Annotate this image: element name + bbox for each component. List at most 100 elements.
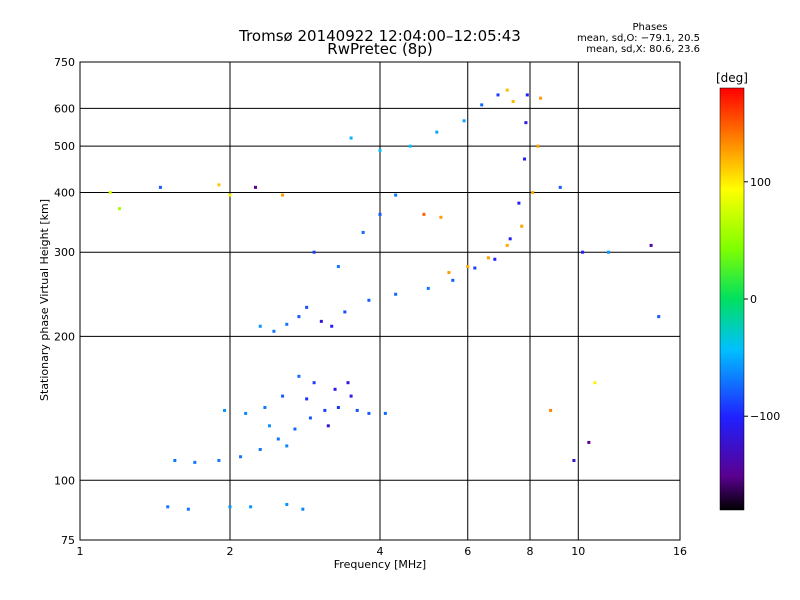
data-point	[301, 507, 305, 511]
y-tick-label: 500	[54, 140, 75, 153]
y-tick-label: 200	[54, 330, 75, 343]
data-point	[408, 144, 412, 148]
data-point	[305, 305, 309, 309]
data-point	[285, 502, 289, 506]
data-point	[223, 408, 227, 412]
data-point	[193, 460, 197, 464]
data-point	[319, 319, 323, 323]
data-point	[531, 190, 535, 194]
data-point	[267, 424, 271, 428]
data-point	[473, 266, 477, 270]
data-point	[462, 119, 466, 123]
data-point	[108, 190, 112, 194]
data-point	[361, 230, 365, 234]
data-point	[505, 243, 509, 247]
data-point	[607, 250, 611, 254]
y-axis-label: Stationary phase Virtual Height [km]	[38, 199, 51, 401]
data-point	[447, 271, 451, 275]
data-point	[253, 185, 257, 189]
data-point	[312, 381, 316, 385]
data-point	[505, 88, 509, 92]
data-point	[297, 374, 301, 378]
data-point	[166, 505, 170, 509]
data-point	[520, 224, 524, 228]
x-tick-label: 4	[377, 545, 384, 558]
data-point	[439, 215, 443, 219]
y-axis-ticks: 75 100 200 300 400 500 600 750	[54, 56, 75, 547]
data-point	[326, 424, 330, 428]
data-point	[249, 505, 253, 509]
data-point	[657, 315, 661, 319]
data-point	[349, 136, 353, 140]
data-point	[258, 447, 262, 451]
colorbar-label: [deg]	[716, 71, 748, 85]
data-point	[263, 405, 267, 409]
grid-lines	[80, 62, 680, 540]
data-point	[493, 257, 497, 261]
data-point	[367, 298, 371, 302]
x-tick-label: 8	[527, 545, 534, 558]
data-point	[593, 381, 597, 385]
x-tick-label: 6	[464, 545, 471, 558]
data-point	[523, 157, 527, 161]
data-point	[587, 440, 591, 444]
x-axis-ticks: 1 2 4 6 8 10 16	[77, 545, 688, 558]
data-point	[480, 103, 484, 107]
data-point	[394, 193, 398, 197]
colorbar-tick-label: −100	[750, 410, 780, 423]
plot-frame	[79, 61, 681, 541]
x-tick-label: 10	[571, 545, 585, 558]
data-point	[378, 212, 382, 216]
data-point	[496, 93, 500, 97]
data-point	[539, 96, 543, 100]
data-point	[511, 100, 515, 104]
data-point	[355, 408, 359, 412]
colorbar-tick-label: 0	[750, 293, 757, 306]
data-point	[524, 121, 528, 125]
data-points	[108, 88, 661, 511]
data-point	[426, 286, 430, 290]
data-point	[466, 265, 470, 269]
data-point	[217, 183, 221, 187]
phase-stats: Phases mean, sd,O: −79.1, 20.5 mean, sd,…	[560, 22, 700, 55]
phase-stats-o: mean, sd,O: −79.1, 20.5	[577, 33, 700, 44]
data-point	[486, 256, 490, 260]
y-tick-label: 100	[54, 474, 75, 487]
colorbar	[719, 87, 745, 511]
data-point	[508, 237, 512, 241]
y-tick-label: 750	[54, 56, 75, 69]
data-point	[323, 408, 327, 412]
data-point	[297, 315, 301, 319]
data-point	[228, 505, 232, 509]
data-point	[281, 193, 285, 197]
data-point	[330, 324, 334, 328]
data-point	[649, 243, 653, 247]
colorbar-tick-label: 100	[750, 176, 771, 189]
chart-title: Tromsø 20140922 12:04:00–12:05:43	[239, 27, 521, 45]
data-point	[394, 292, 398, 296]
data-point	[517, 201, 521, 205]
data-point	[217, 458, 221, 462]
data-point	[383, 411, 387, 415]
data-point	[572, 458, 576, 462]
data-point	[117, 207, 121, 211]
data-point	[239, 455, 243, 459]
chart-subtitle: RwPretec (8p)	[327, 40, 433, 58]
y-tick-label: 300	[54, 246, 75, 259]
data-point	[558, 185, 562, 189]
data-point	[312, 250, 316, 254]
data-point	[549, 408, 553, 412]
phase-stats-x: mean, sd,X: 80.6, 23.6	[586, 44, 700, 55]
data-point	[285, 322, 289, 326]
colorbar-ticks: 100 0 −100	[744, 176, 780, 423]
data-point	[285, 444, 289, 448]
y-tick-label: 400	[54, 186, 75, 199]
data-point	[422, 212, 426, 216]
data-point	[346, 381, 350, 385]
data-point	[525, 93, 529, 97]
data-point	[158, 185, 162, 189]
y-tick-label: 600	[54, 102, 75, 115]
data-point	[336, 405, 340, 409]
data-point	[244, 411, 248, 415]
